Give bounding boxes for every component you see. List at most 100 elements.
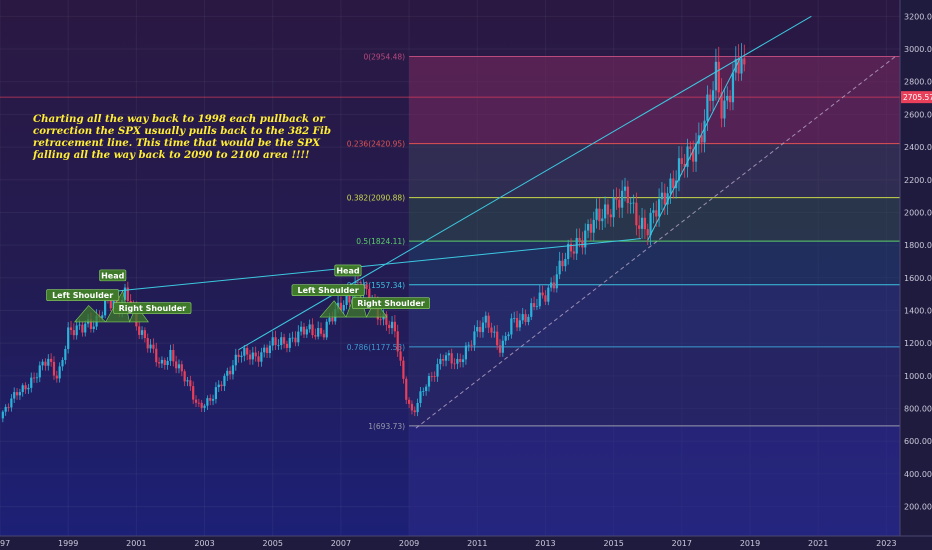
- candle-body: [595, 208, 598, 220]
- candle-body: [38, 365, 41, 378]
- year-tick-label: 2023: [876, 539, 896, 548]
- candle-body: [532, 303, 536, 308]
- candle-body: [586, 224, 590, 231]
- candle-body: [146, 338, 149, 349]
- year-tick-label: 2003: [194, 539, 214, 548]
- candle-body: [89, 319, 93, 329]
- candle-body: [365, 284, 368, 290]
- candle-body: [331, 317, 334, 322]
- head-shoulders-patterns: Left Shoulder Head Right Shoulder Left Shou…: [46, 264, 430, 323]
- candle-body: [297, 331, 300, 343]
- candle-body: [260, 352, 263, 362]
- candle-body: [635, 202, 638, 226]
- candle-body: [677, 158, 681, 181]
- candle-body: [32, 377, 36, 379]
- candle-body: [524, 314, 527, 323]
- candle-body: [723, 100, 726, 119]
- candle-body: [368, 289, 371, 304]
- candle-body: [24, 385, 27, 390]
- candle-body: [663, 192, 666, 205]
- candle-body: [220, 384, 223, 387]
- candle-body: [623, 186, 627, 191]
- candle-body: [58, 366, 61, 379]
- year-tick-label: 2007: [331, 539, 351, 548]
- candle-body: [692, 149, 695, 162]
- candle-body: [257, 356, 260, 362]
- fib-band: [409, 197, 900, 242]
- candle-body: [689, 146, 692, 150]
- candle-body: [510, 318, 513, 335]
- candle-body: [21, 385, 24, 393]
- candle-body: [606, 204, 610, 215]
- candle-body: [402, 360, 405, 379]
- candle-body: [342, 304, 345, 311]
- fib-band: [409, 425, 900, 536]
- candle-body: [302, 326, 306, 335]
- candle-body: [550, 282, 553, 288]
- year-tick-label: 2013: [535, 539, 555, 548]
- candle-body: [177, 364, 181, 369]
- candle-body: [265, 347, 269, 354]
- candle-body: [138, 326, 141, 335]
- price-tick-label: 1600.00: [904, 274, 932, 283]
- candle-body: [660, 192, 664, 200]
- candle-body: [92, 326, 95, 329]
- fib-level-label: 1(693.73): [368, 422, 405, 431]
- time-axis-bg: [0, 536, 932, 550]
- candle-body: [149, 344, 152, 349]
- candle-body: [521, 314, 524, 321]
- right-shoulder-label-bg: [113, 302, 192, 314]
- candle-body: [629, 202, 632, 204]
- candle-body: [461, 359, 465, 363]
- candle-body: [427, 376, 431, 387]
- candle-body: [319, 328, 323, 334]
- candle-body: [390, 321, 394, 329]
- candle-body: [308, 324, 311, 330]
- candle-body: [453, 363, 456, 365]
- candle-body: [175, 361, 178, 369]
- candle-body: [584, 230, 587, 248]
- candle-body: [41, 361, 44, 366]
- candle-body: [251, 352, 254, 360]
- candle-body: [711, 90, 715, 101]
- candle-body: [561, 260, 564, 267]
- candle-body: [393, 321, 396, 332]
- year-tick-label: 2019: [740, 539, 760, 548]
- candle-body: [706, 94, 709, 121]
- candle-body: [612, 197, 615, 218]
- candle-body: [166, 360, 169, 366]
- last-price-tag-bg: [901, 91, 932, 104]
- fib-band: [409, 143, 900, 198]
- candle-body: [322, 333, 325, 338]
- candle-body: [44, 361, 47, 366]
- price-tick-label: 1200.00: [904, 339, 932, 348]
- head-label-bg: [99, 269, 127, 282]
- candle-body: [155, 348, 158, 363]
- candle-body: [601, 218, 604, 222]
- candle-body: [666, 193, 669, 205]
- candle-body: [1, 411, 4, 419]
- candle-body: [714, 61, 718, 91]
- candle-body: [52, 361, 56, 376]
- candle-body: [203, 405, 206, 408]
- candle-body: [450, 353, 453, 364]
- annotation-line-2: correction the SPX usually pulls back to…: [33, 125, 331, 137]
- candle-body: [618, 199, 621, 208]
- candle-body: [422, 391, 425, 392]
- candle-body: [143, 330, 146, 339]
- candle-body: [700, 135, 703, 143]
- candle-body: [314, 335, 317, 337]
- candle-body: [206, 398, 209, 406]
- price-tick-label: 1400.00: [904, 306, 932, 315]
- candle-body: [419, 391, 422, 403]
- annotation-line-1: Charting all the way back to 1998 each p…: [33, 113, 325, 125]
- candle-body: [467, 344, 470, 346]
- candle-body: [84, 323, 87, 333]
- right-shoulder-label-bg: [351, 297, 430, 309]
- candle-body: [101, 315, 104, 318]
- price-tick-label: 1000.00: [904, 372, 932, 381]
- candle-body: [339, 302, 343, 311]
- candle-body: [589, 224, 593, 233]
- candle-body: [490, 327, 493, 333]
